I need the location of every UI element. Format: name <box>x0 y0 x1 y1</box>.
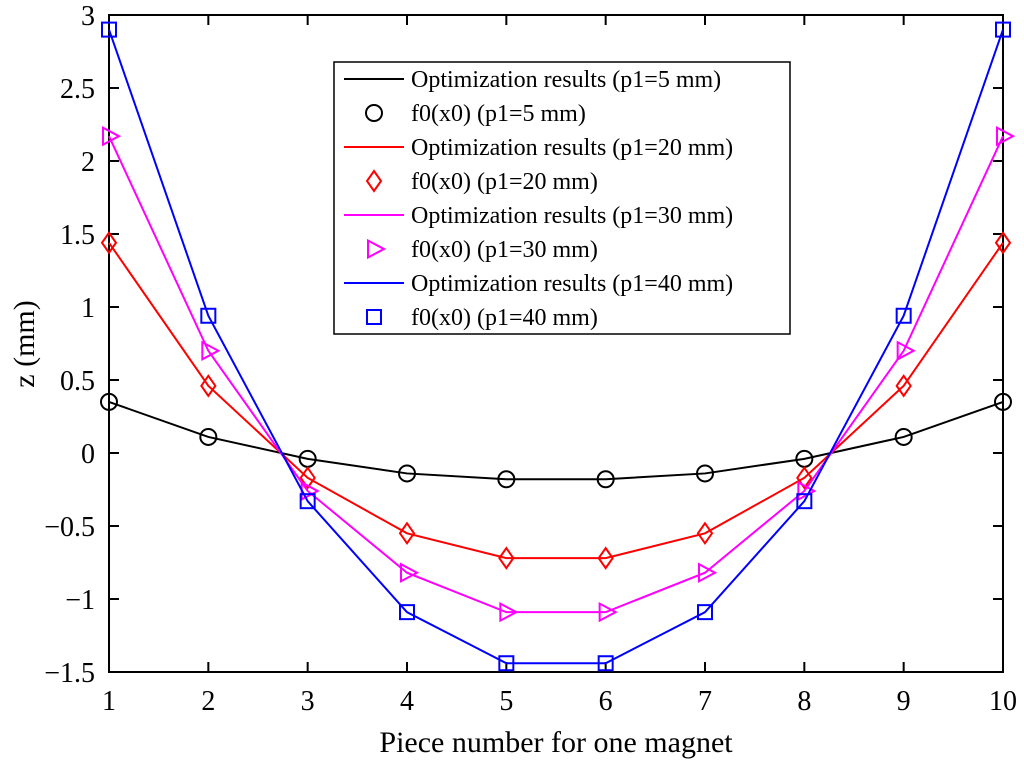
series-2-marker <box>996 126 1016 147</box>
legend-label-marker-0: f0(x0) (p1=5 mm) <box>411 101 586 127</box>
x-axis-label: Piece number for one magnet <box>379 726 733 759</box>
series-3-marker <box>995 21 1011 38</box>
y-tick-label: 2.5 <box>60 74 95 105</box>
series-line-1 <box>108 242 1004 560</box>
series-2-marker <box>499 601 519 623</box>
y-tick-label: 0.5 <box>60 366 95 397</box>
y-tick-label: 3 <box>81 1 95 32</box>
series-3-marker <box>399 604 415 621</box>
series-2-marker <box>698 562 718 583</box>
x-tick-label: 7 <box>698 686 712 717</box>
series-2-marker <box>102 126 122 147</box>
series-0-marker <box>596 470 615 489</box>
legend-box <box>333 61 791 335</box>
legend-marker-sample-2 <box>367 238 387 260</box>
series-1-marker <box>994 231 1012 255</box>
legend-label-marker-3: f0(x0) (p1=40 mm) <box>411 305 598 331</box>
series-1-marker <box>200 374 217 398</box>
y-tick-label: −1.5 <box>44 658 95 689</box>
series-3-marker <box>895 307 912 324</box>
series-2-marker <box>896 340 916 361</box>
y-tick-label: 2 <box>81 147 95 178</box>
x-tick-label: 2 <box>201 686 215 717</box>
series-0-marker <box>497 470 516 489</box>
x-tick-label: 8 <box>797 686 811 717</box>
y-tick-label: 1.5 <box>60 220 95 251</box>
series-1-marker <box>398 521 416 546</box>
series-line-3 <box>108 29 1004 665</box>
series-1-marker <box>597 546 614 570</box>
series-0-marker <box>696 464 714 483</box>
x-tick-label: 1 <box>102 686 116 717</box>
legend-label-marker-1: f0(x0) (p1=20 mm) <box>411 169 598 195</box>
series-3-marker <box>200 307 217 324</box>
series-1-marker <box>100 231 118 255</box>
series-3-marker <box>498 655 515 672</box>
series-1-marker <box>299 466 316 490</box>
series-0-marker <box>199 427 218 446</box>
series-3-marker <box>299 493 316 510</box>
plot-area: 1 2 3 4 5 6 7 8 9 10 3 2.5 2 1.5 1 0.5 0 −0.5 −1 −1.5 Optimi… <box>44 1 1017 717</box>
series-2-marker <box>797 480 817 502</box>
series-1-marker <box>498 546 515 570</box>
series-3-marker <box>597 655 614 672</box>
series-3-marker <box>697 604 713 621</box>
legend-marker-sample-3 <box>366 309 382 325</box>
series-line-0 <box>108 400 1004 481</box>
series-0-marker <box>894 427 913 446</box>
legend-label-line-3: Optimization results (p1=40 mm) <box>411 271 733 297</box>
series-2-marker <box>598 601 618 623</box>
legend-marker-sample-1 <box>365 169 383 193</box>
axes-box <box>108 14 1004 673</box>
series-1-marker <box>895 374 912 398</box>
y-tick-label: −0.5 <box>44 512 95 543</box>
series-2-marker <box>400 562 420 583</box>
x-tick-label: 3 <box>301 686 315 717</box>
y-tick-label: 1 <box>81 293 95 324</box>
series-2-marker <box>201 340 221 361</box>
y-tick-label: 0 <box>81 439 95 470</box>
x-tick-label: 6 <box>599 686 613 717</box>
series-0-marker <box>100 392 118 411</box>
series-0-marker <box>994 392 1012 411</box>
legend-label-line-1: Optimization results (p1=20 mm) <box>411 135 733 161</box>
legend-label-marker-2: f0(x0) (p1=30 mm) <box>411 237 598 263</box>
series-1-marker <box>696 521 714 546</box>
x-tick-label: 9 <box>897 686 911 717</box>
x-tick-label: 10 <box>989 686 1017 717</box>
legend-label-line-0: Optimization results (p1=5 mm) <box>411 67 721 93</box>
y-tick-label: −1 <box>65 585 95 616</box>
series-3-marker <box>796 493 813 510</box>
x-tick-label: 4 <box>400 686 414 717</box>
series-line-2 <box>108 135 1004 614</box>
y-axis-label: z (mm) <box>8 300 41 387</box>
legend-marker-sample-0 <box>365 104 383 122</box>
legend-label-line-2: Optimization results (p1=30 mm) <box>411 203 733 229</box>
series-0-marker <box>398 464 416 483</box>
x-tick-label: 5 <box>499 686 513 717</box>
series-3-marker <box>101 21 117 38</box>
series-1-marker <box>796 466 813 490</box>
